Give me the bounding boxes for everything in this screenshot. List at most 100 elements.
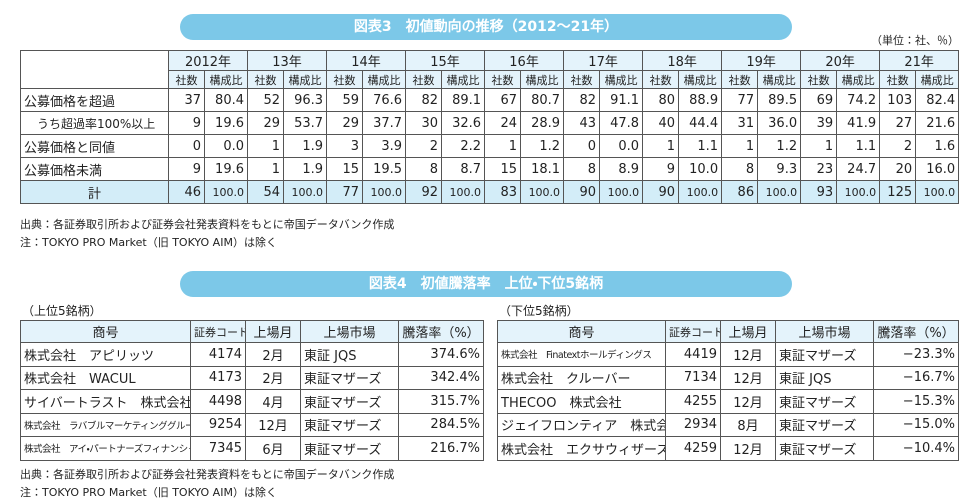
company-name: 株式会社 WACUL	[20, 365, 191, 390]
column-header: 商号	[20, 320, 191, 343]
ratio-cell: 100.0	[915, 180, 960, 204]
column-header: 証券コード	[665, 320, 721, 343]
ratio-cell: 89.5	[757, 88, 802, 112]
ratio-cell: 88.9	[678, 88, 723, 112]
count-cell: 9	[168, 111, 205, 135]
listing-month: 4月	[245, 389, 301, 414]
header-row: 商号 証券コード 上場月 上場市場 騰落率（%）	[497, 320, 959, 343]
count-cell: 0	[563, 134, 601, 158]
title: 図表4 初値騰落率 上位・下位5銘柄	[180, 271, 792, 297]
market: 東証マザーズ	[300, 412, 399, 437]
count-cell: 52	[247, 88, 284, 112]
year-header: 19年	[721, 50, 802, 71]
stock-code: 4173	[190, 365, 246, 390]
change-rate: 284.5%	[398, 412, 484, 437]
count-cell: 27	[879, 111, 917, 135]
ratio-header: 構成比	[441, 70, 486, 89]
ratio-cell: 100.0	[678, 180, 723, 204]
data-row: 株式会社 アイ・パートナーズフィナンシャル 7345 6月 東証マザーズ 216.7%	[20, 436, 484, 461]
ratio-cell: 1.2	[520, 134, 565, 158]
ratio-cell: 1.1	[836, 134, 881, 158]
company-name: サイバートラスト 株式会社	[20, 389, 191, 414]
year-header: 14年	[326, 50, 407, 71]
ratio-cell: 37.7	[362, 111, 407, 135]
ratio-cell: 28.9	[520, 111, 565, 135]
count-cell: 82	[405, 88, 443, 112]
ratio-cell: 1.2	[757, 134, 802, 158]
change-rate: 216.7%	[398, 436, 484, 461]
change-rate: 374.6%	[398, 342, 484, 367]
data-row: 株式会社 エクサウィザーズ 4259 12月 東証マザーズ −10.4%	[497, 436, 959, 461]
count-cell: 3	[326, 134, 364, 158]
ratio-cell: 100.0	[204, 180, 248, 204]
count-header: 社数	[168, 70, 205, 89]
count-cell: 77	[326, 180, 364, 204]
ratio-cell: 0.0	[204, 134, 248, 158]
ratio-header: 構成比	[204, 70, 248, 89]
stock-code: 4498	[190, 389, 246, 414]
unit: （単位：社、％）	[871, 34, 959, 47]
count-cell: 0	[168, 134, 205, 158]
data-row: 公募価格と同値 0 0.0 1 1.9 3 3.9 2 2.2 1 1.2 0 0.0 1 1.1 1 1.2 1…	[20, 134, 960, 158]
ratio-cell: 100.0	[599, 180, 644, 204]
count-cell: 15	[484, 157, 522, 181]
count-header: 社数	[563, 70, 601, 89]
top-table: 商号 証券コード 上場月 上場市場 騰落率（%） 株式会社 アピリッツ 4174 2月 東証 J…	[20, 320, 484, 461]
count-cell: 1	[642, 134, 680, 158]
year-header: 18年	[642, 50, 723, 71]
listing-month: 2月	[245, 342, 301, 367]
market: 東証マザーズ	[775, 342, 874, 367]
ratio-cell: 8.7	[441, 157, 486, 181]
count-cell: 82	[563, 88, 601, 112]
count-cell: 29	[247, 111, 284, 135]
year-header: 16年	[484, 50, 565, 71]
row-label: 公募価格と同値	[20, 134, 169, 158]
ratio-cell: 91.1	[599, 88, 644, 112]
ratio-cell: 24.7	[836, 157, 881, 181]
ratio-cell: 2.2	[441, 134, 486, 158]
count-cell: 2	[405, 134, 443, 158]
count-header: 社数	[721, 70, 759, 89]
count-cell: 20	[879, 157, 917, 181]
ratio-cell: 1.1	[678, 134, 723, 158]
column-header: 証券コード	[190, 320, 246, 343]
company-name: ジェイフロンティア 株式会社	[497, 412, 666, 437]
ratio-header: 構成比	[836, 70, 881, 89]
count-cell: 86	[721, 180, 759, 204]
listing-month: 12月	[720, 436, 776, 461]
count-header: 社数	[800, 70, 838, 89]
data-row: 公募価格を超過 37 80.4 52 96.3 59 76.6 82 89.1 67 80.7 82 9…	[20, 88, 960, 112]
ratio-cell: 10.0	[678, 157, 723, 181]
company-name: 株式会社 Finatextホールディングス	[497, 342, 666, 367]
count-cell: 67	[484, 88, 522, 112]
company-name: 株式会社 エクサウィザーズ	[497, 436, 666, 461]
count-cell: 93	[800, 180, 838, 204]
count-cell: 23	[800, 157, 838, 181]
data-row: 計 46 100.0 54 100.0 77 100.0 92 100.0 83 100.0 90 10…	[20, 180, 960, 204]
stock-code: 7134	[665, 365, 721, 390]
count-cell: 2	[879, 134, 917, 158]
row-label: うち超過率100%以上	[20, 111, 169, 135]
ratio-cell: 1.9	[282, 157, 328, 181]
row-label: 公募価格未満	[20, 157, 169, 181]
title: 図表3 初値動向の推移（2012～21年）	[180, 14, 792, 40]
header-row: 商号 証券コード 上場月 上場市場 騰落率（%）	[20, 320, 484, 343]
ratio-cell: 19.5	[362, 157, 407, 181]
count-cell: 1	[247, 157, 284, 181]
data-row: 株式会社 クルーバー 7134 12月 東証 JQS −16.7%	[497, 365, 959, 390]
year-header: 21年	[879, 50, 960, 71]
note: 注：TOKYO PRO Market（旧 TOKYO AIM）は除く	[20, 236, 277, 249]
stock-code: 4255	[665, 389, 721, 414]
ratio-cell: 100.0	[282, 180, 328, 204]
count-header: 社数	[326, 70, 364, 89]
data-row: 株式会社 Finatextホールディングス 4419 12月 東証マザーズ −23.3%	[497, 342, 959, 367]
change-rate: 315.7%	[398, 389, 484, 414]
ratio-cell: 80.4	[204, 88, 248, 112]
ratio-header: 構成比	[757, 70, 802, 89]
count-header: 社数	[247, 70, 284, 89]
count-cell: 24	[484, 111, 522, 135]
ratio-header: 構成比	[678, 70, 723, 89]
count-header: 社数	[879, 70, 917, 89]
company-name: 株式会社 クルーバー	[497, 365, 666, 390]
